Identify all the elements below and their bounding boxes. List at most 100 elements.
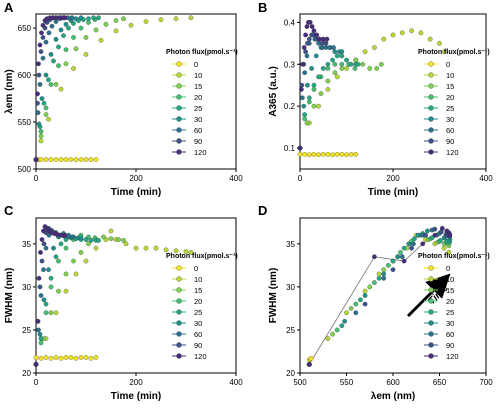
data-point [91, 15, 96, 21]
data-point [399, 254, 405, 260]
data-point [53, 37, 59, 42]
data-point [374, 66, 380, 71]
data-point [51, 245, 56, 251]
data-point [48, 275, 54, 281]
legend-label: 30 [194, 115, 202, 124]
legend: Photon flux(pmol.s⁻¹) 0 10 15 20 25 30 60 90 120 [166, 253, 238, 361]
data-point [427, 36, 433, 42]
legend-label: 90 [446, 341, 454, 350]
y-tick-label: 0.1 [284, 144, 296, 153]
data-point [381, 271, 387, 277]
data-point [334, 74, 340, 80]
data-point [63, 61, 69, 67]
data-point [93, 245, 99, 251]
data-point [381, 267, 387, 273]
data-point [390, 32, 396, 38]
data-point [43, 310, 49, 316]
data-point [53, 355, 59, 360]
data-point [38, 356, 44, 361]
plot-frame [35, 13, 237, 170]
data-point [302, 116, 307, 122]
series-0 [306, 356, 314, 363]
data-point [305, 40, 310, 46]
data-point [385, 263, 391, 268]
y-tick-label: 30 [22, 283, 31, 292]
data-point [69, 15, 75, 21]
data-point [188, 15, 194, 21]
panel-letter: A [4, 0, 14, 15]
data-point [316, 152, 321, 158]
data-point [78, 235, 84, 241]
plot-frame [299, 217, 487, 374]
data-point [423, 232, 428, 238]
data-point [299, 82, 305, 88]
legend-swatch [176, 320, 182, 326]
legend-swatch [428, 353, 434, 359]
data-point [58, 157, 64, 162]
y-tick-label: 20 [286, 369, 295, 378]
data-point [69, 234, 75, 240]
x-tick-label: 550 [340, 378, 354, 387]
data-point [43, 301, 49, 307]
legend-label: 90 [446, 137, 454, 146]
data-point [123, 241, 129, 247]
data-point [103, 21, 109, 27]
data-point [96, 15, 101, 21]
series-60 [297, 32, 336, 151]
legend-swatch [176, 61, 182, 67]
legend-label: 30 [446, 319, 454, 328]
data-point [116, 237, 121, 242]
data-point [301, 45, 307, 50]
data-point [38, 133, 44, 139]
y-tick-label: 20 [22, 369, 31, 378]
data-point [128, 22, 134, 28]
data-point [41, 228, 46, 234]
data-point [39, 237, 45, 242]
data-point [41, 241, 47, 247]
data-point [46, 267, 51, 273]
legend-swatch [428, 83, 434, 89]
data-point [325, 336, 331, 341]
data-point [73, 271, 79, 277]
data-point [415, 232, 421, 238]
legend-swatch [176, 94, 182, 100]
legend-label: 20 [194, 93, 202, 102]
legend-label: 20 [446, 93, 454, 102]
data-point [51, 58, 56, 64]
data-point [48, 284, 54, 290]
data-point [43, 72, 49, 78]
data-point [61, 33, 66, 38]
data-point [334, 53, 340, 59]
data-point [83, 35, 89, 40]
data-point [344, 310, 349, 316]
data-point [36, 61, 41, 67]
data-point [54, 232, 60, 237]
data-point [43, 355, 49, 360]
data-point [48, 310, 54, 316]
x-tick-label: 400 [229, 378, 243, 387]
data-point [43, 157, 49, 162]
legend-label: 10 [194, 275, 202, 284]
data-point [78, 355, 84, 360]
data-point [37, 331, 43, 337]
data-point [63, 21, 69, 27]
data-point [367, 66, 373, 71]
data-point [36, 72, 42, 78]
legend-label: 0 [446, 60, 450, 69]
x-tick-label: 200 [386, 174, 400, 183]
data-point [113, 28, 119, 34]
data-point [344, 152, 349, 158]
data-point [73, 356, 79, 361]
data-point [302, 112, 307, 117]
legend-swatch [176, 83, 182, 89]
legend-swatch [176, 287, 182, 293]
data-point [309, 24, 315, 29]
data-point [348, 61, 354, 67]
x-tick-label: 650 [433, 378, 447, 387]
data-point [304, 53, 310, 59]
data-point [441, 49, 447, 55]
legend-label: 25 [194, 104, 202, 113]
legend-label: 120 [446, 148, 459, 157]
